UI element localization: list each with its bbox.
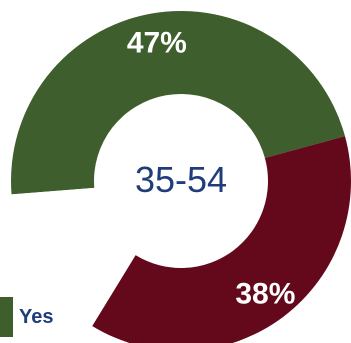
legend-swatch-yes bbox=[0, 297, 13, 337]
slice-labels: 47% 38% bbox=[127, 27, 296, 311]
center-label: 35-54 bbox=[135, 159, 227, 200]
slice-1 bbox=[11, 11, 345, 195]
legend-label-yes: Yes bbox=[19, 305, 54, 328]
slice-label-2: 38% bbox=[235, 277, 295, 310]
donut-slices bbox=[11, 11, 351, 343]
slice-2 bbox=[92, 136, 351, 343]
slice-label-1: 47% bbox=[127, 27, 187, 60]
legend: Yes bbox=[0, 297, 53, 337]
slice-3 bbox=[11, 187, 136, 326]
